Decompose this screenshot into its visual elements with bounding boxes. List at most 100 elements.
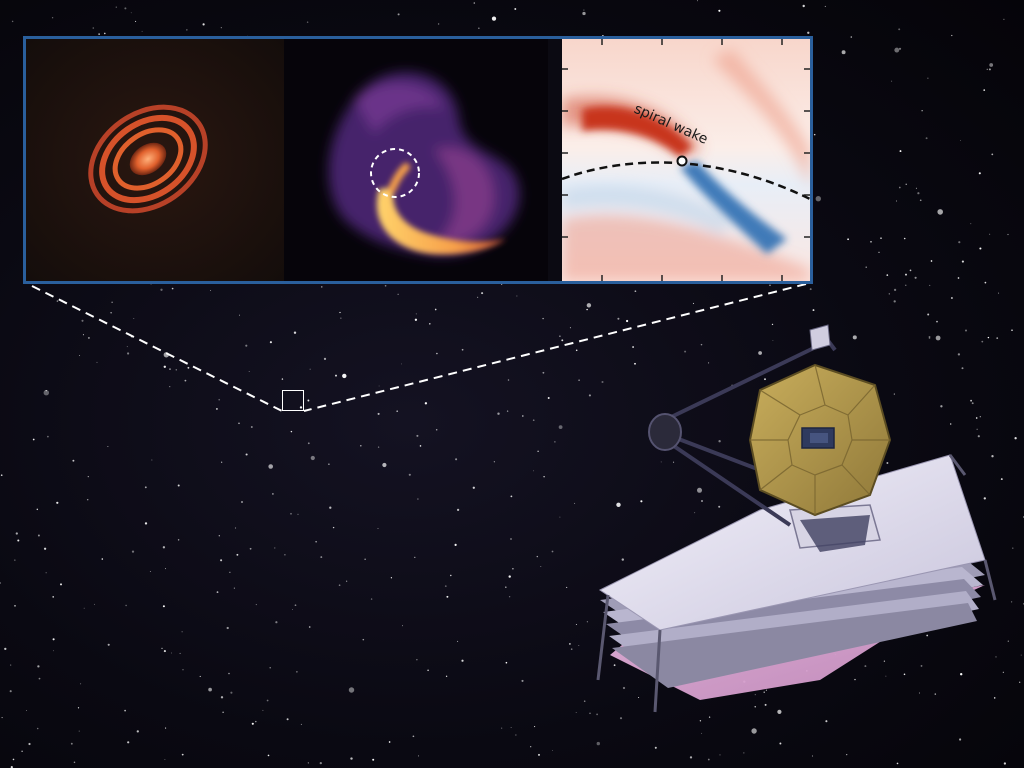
- star: [477, 296, 479, 298]
- star: [515, 734, 517, 736]
- star: [905, 273, 907, 276]
- star: [335, 374, 337, 377]
- star: [218, 398, 221, 401]
- star: [979, 416, 981, 418]
- star: [427, 669, 429, 672]
- star: [589, 712, 591, 715]
- star: [241, 501, 243, 503]
- star: [78, 730, 80, 732]
- star: [777, 709, 782, 715]
- star: [807, 31, 810, 34]
- star: [505, 586, 507, 588]
- star: [927, 77, 929, 79]
- star: [878, 251, 880, 253]
- star: [542, 371, 545, 374]
- star: [991, 455, 994, 458]
- star: [126, 346, 128, 348]
- star: [917, 192, 920, 195]
- star: [583, 9, 585, 11]
- star: [141, 30, 143, 32]
- star: [1003, 18, 1005, 21]
- star: [1010, 601, 1013, 603]
- star: [958, 241, 961, 244]
- star: [220, 696, 224, 699]
- star: [898, 186, 901, 189]
- star: [754, 706, 756, 708]
- star: [92, 27, 95, 29]
- star: [514, 8, 517, 10]
- star: [52, 596, 55, 598]
- star: [501, 283, 503, 285]
- star: [419, 445, 422, 447]
- star: [578, 645, 580, 647]
- star: [575, 711, 577, 714]
- star: [960, 140, 962, 142]
- star: [959, 738, 962, 741]
- star: [1019, 681, 1021, 683]
- star: [291, 609, 293, 611]
- star: [540, 566, 542, 567]
- star: [228, 672, 230, 675]
- star: [56, 300, 59, 302]
- star: [779, 742, 782, 745]
- star: [136, 730, 139, 733]
- star: [424, 402, 428, 405]
- star: [307, 442, 310, 445]
- star: [72, 459, 75, 462]
- star: [1007, 233, 1009, 236]
- star: [970, 223, 972, 225]
- star: [754, 694, 756, 696]
- star: [694, 512, 696, 514]
- star: [1, 717, 3, 719]
- star: [52, 638, 55, 641]
- star: [299, 406, 303, 409]
- star: [850, 36, 853, 38]
- star: [903, 237, 906, 240]
- star: [493, 461, 495, 463]
- deployable-tower: [800, 515, 870, 552]
- star: [86, 498, 89, 501]
- star: [165, 568, 166, 570]
- star: [115, 6, 117, 8]
- star: [455, 458, 458, 461]
- star: [950, 297, 953, 299]
- star: [1020, 654, 1022, 656]
- star: [163, 650, 166, 653]
- star: [824, 5, 826, 7]
- star: [37, 665, 40, 668]
- star: [248, 371, 250, 373]
- star: [149, 570, 151, 573]
- star: [532, 419, 535, 422]
- star: [1012, 547, 1014, 549]
- star: [160, 288, 163, 291]
- star: [338, 584, 341, 587]
- star: [266, 699, 269, 702]
- secondary-mirror: [648, 413, 682, 451]
- star: [9, 690, 12, 693]
- star: [435, 428, 438, 431]
- star: [478, 27, 480, 29]
- star: [542, 317, 544, 320]
- star: [21, 750, 23, 753]
- star: [537, 450, 539, 452]
- star: [583, 700, 586, 702]
- star: [634, 290, 637, 293]
- star: [894, 47, 900, 53]
- star: [981, 340, 984, 343]
- star: [275, 621, 278, 624]
- star: [290, 430, 293, 433]
- star: [230, 691, 233, 694]
- star: [984, 281, 987, 284]
- star: [815, 196, 821, 202]
- star: [896, 762, 899, 765]
- star: [552, 750, 553, 752]
- star: [414, 318, 418, 321]
- star: [960, 673, 963, 676]
- star: [181, 753, 184, 756]
- star: [162, 605, 165, 608]
- star: [769, 284, 771, 287]
- star: [893, 393, 895, 395]
- star: [445, 675, 448, 677]
- star: [586, 303, 592, 308]
